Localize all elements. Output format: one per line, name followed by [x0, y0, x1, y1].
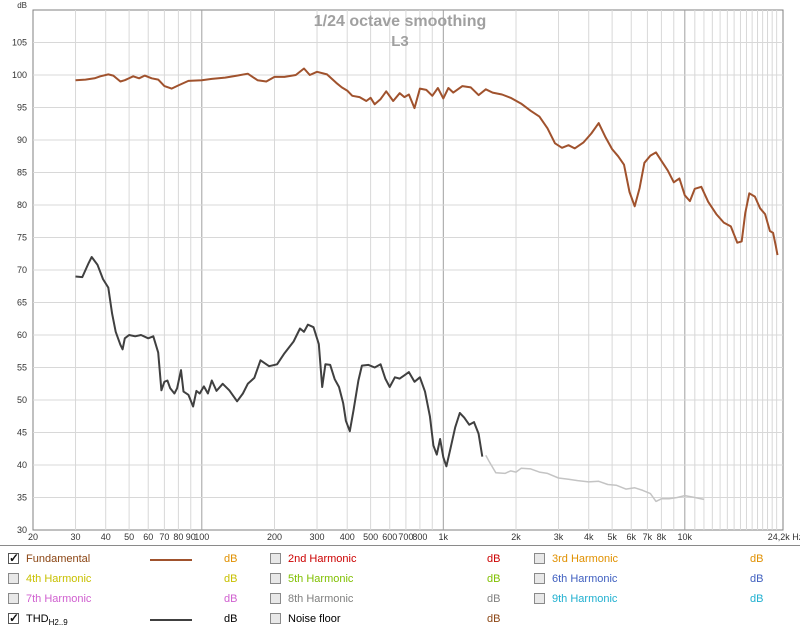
legend-label: THDH2..9 — [26, 612, 68, 630]
x-tick-label: 8k — [657, 532, 667, 542]
x-tick-label: 800 — [412, 532, 427, 542]
y-tick-label: 65 — [17, 298, 27, 308]
legend-item-thd[interactable]: ✓ THDH2..9 dB — [8, 611, 248, 630]
legend-label: 3rd Harmonic — [552, 553, 619, 565]
legend-item-5th-harmonic[interactable]: 5th Harmonic dB — [270, 572, 500, 588]
y-tick-label: 100 — [12, 70, 27, 80]
y-tick-label: 80 — [17, 200, 27, 210]
8th-harmonic-checkbox[interactable] — [270, 593, 281, 604]
legend-unit: dB — [750, 553, 764, 565]
6th-harmonic-checkbox[interactable] — [534, 573, 545, 584]
legend-item-noise-floor[interactable]: Noise floor dB — [270, 612, 500, 628]
legend-item-8th-harmonic[interactable]: 8th Harmonic dB — [270, 592, 500, 608]
legend-label: 8th Harmonic — [288, 593, 354, 605]
x-tick-label: 10k — [678, 532, 693, 542]
y-unit-label: dB — [17, 1, 27, 10]
legend-item-4th-harmonic[interactable]: 4th Harmonic dB — [8, 572, 248, 588]
x-tick-label: 90 — [186, 532, 196, 542]
y-tick-label: 35 — [17, 493, 27, 503]
x-tick-label: 1k — [439, 532, 449, 542]
x-tick-label: 60 — [143, 532, 153, 542]
legend-unit: dB — [224, 593, 238, 605]
legend-item-fundamental[interactable]: ✓ Fundamental dB — [8, 551, 248, 568]
thd-checkbox[interactable]: ✓ — [8, 611, 20, 625]
y-tick-label: 85 — [17, 168, 27, 178]
x-tick-label: 700 — [398, 532, 413, 542]
y-tick-label: 45 — [17, 428, 27, 438]
x-tick-label: 300 — [310, 532, 325, 542]
x-tick-label: 70 — [159, 532, 169, 542]
legend-label: 4th Harmonic — [26, 573, 92, 585]
x-tick-label: 600 — [382, 532, 397, 542]
noise-floor-checkbox[interactable] — [270, 613, 281, 624]
legend-unit: dB — [224, 553, 238, 565]
legend-unit: dB — [487, 573, 501, 585]
x-tick-label: 50 — [124, 532, 134, 542]
chart-area: 20 30 40 50 60 70 80 90 100 200 300 400 500 600 800 1k 2… — [0, 0, 800, 545]
legend-label: Fundamental — [26, 553, 91, 565]
x-tick-label: 4k — [584, 532, 594, 542]
7th-harmonic-checkbox[interactable] — [8, 593, 19, 604]
legend-label: 5th Harmonic — [288, 573, 354, 585]
legend-unit: dB — [750, 573, 764, 585]
legend-item-2nd-harmonic[interactable]: 2nd Harmonic dB — [270, 552, 500, 568]
x-tick-label: 200 — [267, 532, 282, 542]
y-tick-label: 75 — [17, 233, 27, 243]
legend-label: 7th Harmonic — [26, 593, 92, 605]
legend-unit: dB — [224, 573, 238, 585]
legend-unit: dB — [487, 613, 501, 625]
x-tick-label: 500 — [363, 532, 378, 542]
legend-panel: ✓ Fundamental dB 2nd Harmonic dB 3rd Har… — [0, 545, 800, 634]
9th-harmonic-checkbox[interactable] — [534, 593, 545, 604]
3rd-harmonic-checkbox[interactable] — [534, 553, 545, 564]
4th-harmonic-checkbox[interactable] — [8, 573, 19, 584]
x-tick-label: 2k — [511, 532, 521, 542]
fundamental-checkbox[interactable]: ✓ — [8, 551, 20, 565]
2nd-harmonic-checkbox[interactable] — [270, 553, 281, 564]
legend-unit: dB — [487, 593, 501, 605]
legend-swatch — [150, 619, 192, 621]
chart-title: 1/24 octave smoothing — [314, 13, 487, 30]
chart-subtitle: L3 — [391, 33, 409, 50]
x-tick-label: 30 — [71, 532, 81, 542]
x-tick-label: 20 — [28, 532, 38, 542]
x-tick-label: 5k — [607, 532, 617, 542]
y-tick-label: 40 — [17, 460, 27, 470]
y-tick-label: 70 — [17, 265, 27, 275]
y-tick-label: 55 — [17, 363, 27, 373]
x-tick-label: 40 — [101, 532, 111, 542]
thd-label: THD — [26, 613, 49, 625]
x-tick-label: 80 — [173, 532, 183, 542]
legend-label: 6th Harmonic — [552, 573, 618, 585]
y-tick-label: 60 — [17, 330, 27, 340]
legend-item-9th-harmonic[interactable]: 9th Harmonic dB — [534, 592, 774, 608]
legend-item-6th-harmonic[interactable]: 6th Harmonic dB — [534, 572, 774, 588]
series-line-0 — [75, 67, 779, 256]
legend-label: 2nd Harmonic — [288, 553, 357, 565]
x-tick-label: 24,2k Hz — [768, 532, 800, 542]
legend-label: 9th Harmonic — [552, 593, 618, 605]
x-tick-label: 6k — [626, 532, 636, 542]
y-tick-label: 95 — [17, 103, 27, 113]
x-tick-label: 3k — [554, 532, 564, 542]
legend-label: Noise floor — [288, 613, 341, 625]
y-tick-label: 30 — [17, 525, 27, 535]
legend-item-3rd-harmonic[interactable]: 3rd Harmonic dB — [534, 552, 774, 568]
thd-subscript: H2..9 — [48, 618, 68, 628]
series-line-1 — [75, 256, 484, 468]
y-tick-label: 90 — [17, 135, 27, 145]
y-tick-label: 50 — [17, 395, 27, 405]
legend-swatch — [150, 559, 192, 561]
legend-unit: dB — [750, 593, 764, 605]
legend-unit: dB — [224, 613, 238, 625]
5th-harmonic-checkbox[interactable] — [270, 573, 281, 584]
series-line-2 — [485, 454, 705, 503]
x-tick-label: 7k — [643, 532, 653, 542]
x-tick-label: 400 — [340, 532, 355, 542]
legend-unit: dB — [487, 553, 501, 565]
legend-item-7th-harmonic[interactable]: 7th Harmonic dB — [8, 592, 248, 608]
y-tick-label: 105 — [12, 38, 27, 48]
x-tick-label: 100 — [194, 532, 209, 542]
